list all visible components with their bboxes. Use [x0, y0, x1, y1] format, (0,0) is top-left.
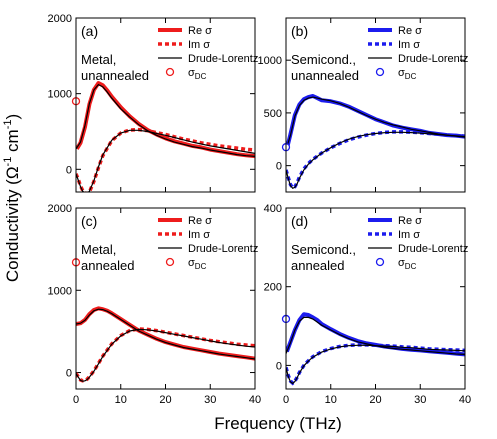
- plot-area: [286, 94, 465, 191]
- panel-annotation-line1: Metal,: [81, 52, 116, 67]
- x-tick-label: 40: [459, 394, 471, 406]
- legend-dc-symbol: σ: [188, 257, 195, 269]
- panel-annotation-line2: unannealed: [291, 68, 359, 83]
- y-tick-label: 500: [264, 108, 282, 120]
- y-tick-label: 0: [276, 161, 282, 173]
- y-tick-label: 2000: [48, 203, 72, 215]
- legend-dc-label: σDC: [188, 67, 207, 81]
- series-fit-line: [76, 83, 255, 157]
- legend-dc-subscript: DC: [405, 262, 417, 271]
- panel-label: (a): [81, 23, 98, 39]
- legend-dc-symbol: σ: [398, 257, 405, 269]
- series-fit-line: [76, 129, 255, 192]
- series-re-line: [286, 94, 465, 150]
- x-tick-label: 30: [204, 394, 216, 406]
- legend-dc-label: σDC: [398, 257, 417, 271]
- panel-frame: [285, 207, 466, 390]
- panel-frame: [75, 17, 256, 193]
- legend-re-label: Re σ: [398, 215, 422, 227]
- panel-frame: [285, 17, 466, 193]
- x-tick-label: 10: [115, 394, 127, 406]
- series-fit-line: [76, 328, 255, 382]
- panel-c: 0 10 20 30 40 0 1000 2000 (c) Metal,annealed Re σ I…: [48, 203, 262, 406]
- y-tick-label: 0: [66, 164, 72, 176]
- panel-annotation-line1: Semicond.,: [291, 242, 356, 257]
- x-tick-label: 40: [249, 394, 261, 406]
- legend-dc-symbol: σ: [188, 67, 195, 79]
- legend-fit-label: Drude-Lorentz: [398, 243, 468, 255]
- series-re-line: [76, 306, 255, 361]
- y-axis-label-main: Conductivity (Ω: [3, 166, 22, 282]
- legend-dc-symbol: σ: [398, 67, 405, 79]
- x-axis-label: Frequency (THz): [214, 414, 342, 433]
- panel-annotation-line2: annealed: [81, 258, 135, 273]
- plot-area: [286, 312, 465, 386]
- panel-label: (c): [81, 213, 97, 229]
- series-fit-line: [286, 96, 465, 150]
- y-tick-label: 1000: [258, 55, 282, 67]
- x-tick-label: 20: [159, 394, 171, 406]
- legend-re-label: Re σ: [188, 25, 212, 37]
- panel-d: 0 10 20 30 400200400(d)Semicond.,annealedRe …: [264, 203, 471, 406]
- y-tick-label: 200: [264, 282, 282, 294]
- y-tick-label: 0: [276, 360, 282, 372]
- series-fit-line: [286, 316, 465, 355]
- panel-frame: [75, 207, 256, 390]
- series-im-line: [76, 127, 255, 192]
- y-tick-label: 1000: [48, 285, 72, 297]
- panel-annotation-line2: unannealed: [81, 68, 149, 83]
- y-axis-label-sup2: -1: [2, 120, 14, 130]
- legend-dc-swatch: [165, 257, 175, 267]
- y-tick-label: 2000: [48, 13, 72, 25]
- plot-area: [76, 306, 255, 383]
- panel-b: 0 500 1000 (b) Semicond.,unannealed Re σ Im σ D…: [258, 17, 468, 193]
- plot-area: [76, 81, 255, 192]
- legend-re-label: Re σ: [188, 215, 212, 227]
- legend-dc-subscript: DC: [405, 72, 417, 81]
- legend-dc-swatch: [165, 67, 175, 77]
- y-tick-label: 0: [66, 368, 72, 380]
- legend-im-label: Im σ: [188, 229, 210, 241]
- series-fit-line: [286, 131, 465, 190]
- x-tick-label: 0: [283, 394, 289, 406]
- legend-im-label: Im σ: [398, 229, 420, 241]
- panel-annotation-line1: Metal,: [81, 242, 116, 257]
- legend-fit-label: Drude-Lorentz: [188, 243, 258, 255]
- series-re-line: [76, 81, 255, 159]
- panel-label: (d): [291, 213, 308, 229]
- x-tick-label: 30: [414, 394, 426, 406]
- panel-annotation-line2: annealed: [291, 258, 345, 273]
- legend-dc-swatch: [375, 67, 385, 77]
- legend-dc-label: σDC: [398, 67, 417, 81]
- x-tick-label: 10: [325, 394, 337, 406]
- y-tick-label: 1000: [48, 89, 72, 101]
- y-tick-label: 400: [264, 203, 282, 215]
- series-im-line: [286, 343, 465, 386]
- y-axis-label-sup1: -1: [2, 157, 14, 167]
- series-fit-line: [286, 344, 465, 385]
- panel-annotation-line1: Semicond.,: [291, 52, 356, 67]
- y-axis-label: Conductivity (Ω-1 cm-1): [2, 114, 22, 282]
- legend-dc-subscript: DC: [195, 262, 207, 271]
- x-tick-label: 0: [73, 394, 79, 406]
- legend-im-label: Im σ: [188, 39, 210, 51]
- x-tick-label: 20: [369, 394, 381, 406]
- panel-label: (b): [291, 23, 308, 39]
- series-fit-line: [76, 308, 255, 360]
- series-im-line: [76, 327, 255, 383]
- legend-re-label: Re σ: [398, 25, 422, 37]
- legend-fit-label: Drude-Lorentz: [188, 53, 258, 65]
- legend-dc-swatch: [375, 257, 385, 267]
- y-axis-label-end: ): [3, 114, 22, 120]
- y-axis-label-mid: cm: [3, 129, 22, 156]
- legend-dc-subscript: DC: [195, 72, 207, 81]
- legend-fit-label: Drude-Lorentz: [398, 53, 468, 65]
- legend-im-label: Im σ: [398, 39, 420, 51]
- panel-a: 0 1000 2000 (a) Metal,unannealed Re σ Im σ Drud…: [48, 13, 258, 193]
- legend-dc-label: σDC: [188, 257, 207, 271]
